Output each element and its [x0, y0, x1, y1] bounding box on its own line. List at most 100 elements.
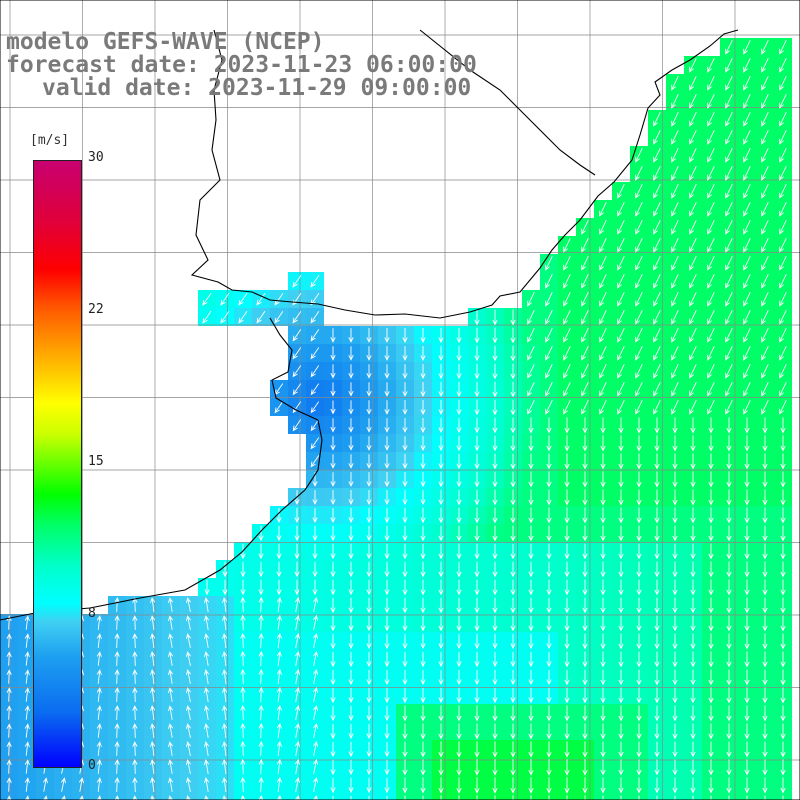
wind-arrow	[600, 525, 606, 542]
wind-arrow	[384, 400, 390, 415]
wind-arrow	[258, 740, 264, 757]
wind-arrow	[599, 400, 607, 415]
wind-arrow	[258, 704, 264, 721]
wind-arrow	[132, 795, 138, 800]
wind-arrow	[456, 345, 462, 362]
wind-arrow	[674, 795, 676, 800]
wind-arrow	[492, 741, 498, 758]
wind-arrow	[456, 669, 462, 686]
wind-arrow	[582, 777, 588, 794]
wind-arrow	[150, 615, 156, 630]
wind-arrow	[635, 202, 643, 217]
wind-arrow	[456, 777, 462, 794]
wind-arrow	[310, 383, 320, 396]
wind-arrow	[510, 543, 516, 560]
wind-arrow	[653, 220, 661, 235]
wind-arrow	[671, 364, 679, 379]
wind-arrow	[690, 435, 696, 452]
wind-arrow	[744, 741, 750, 758]
wind-arrow	[258, 543, 264, 560]
wind-arrow	[510, 399, 516, 416]
wind-arrow	[313, 632, 319, 649]
wind-arrow	[600, 615, 606, 632]
wind-arrow	[132, 759, 138, 774]
wind-arrow	[6, 669, 12, 684]
wind-arrow	[313, 668, 319, 685]
wind-arrow	[348, 346, 354, 361]
wind-arrow	[618, 507, 624, 524]
wind-arrow	[384, 543, 390, 560]
wind-arrow	[240, 704, 246, 721]
wind-arrow	[528, 579, 534, 596]
wind-arrow	[762, 489, 768, 506]
wind-arrow	[725, 346, 733, 361]
wind-arrow	[313, 686, 319, 703]
wind-arrow	[582, 669, 588, 686]
wind-arrow	[653, 292, 661, 307]
wind-arrow	[779, 148, 787, 163]
wind-arrow	[672, 777, 678, 794]
wind-arrow	[546, 435, 552, 452]
wind-arrow	[545, 310, 553, 325]
wind-arrow	[581, 382, 589, 397]
wind-arrow	[185, 741, 191, 756]
wind-arrow	[240, 776, 246, 793]
wind-arrow	[780, 489, 786, 506]
wind-arrow	[671, 274, 679, 289]
wind-arrow	[600, 705, 606, 722]
wind-cell	[162, 794, 180, 800]
wind-arrow	[258, 561, 264, 578]
wind-arrow	[438, 633, 444, 650]
wind-arrow	[348, 615, 354, 632]
wind-arrow	[474, 669, 480, 686]
wind-arrow	[546, 561, 552, 578]
wind-arrow	[313, 794, 318, 800]
wind-arrow	[780, 777, 786, 794]
wind-arrow	[744, 453, 750, 470]
wind-arrow	[114, 687, 120, 702]
wind-arrow	[312, 561, 318, 578]
wind-arrow	[545, 256, 553, 271]
wind-arrow	[546, 633, 552, 650]
wind-arrow	[294, 614, 301, 631]
wind-arrow	[654, 507, 660, 524]
wind-arrow	[348, 364, 354, 379]
wind-arrow	[456, 687, 462, 704]
wind-arrow	[546, 597, 552, 614]
wind-arrow	[617, 202, 625, 217]
wind-arrow	[203, 651, 210, 666]
wind-arrow	[528, 561, 534, 578]
wind-arrow	[671, 184, 679, 199]
wind-arrow	[510, 741, 516, 758]
wind-arrow	[438, 777, 444, 794]
wind-arrow	[690, 615, 696, 632]
wind-arrow	[114, 759, 120, 774]
wind-arrow	[672, 453, 678, 470]
wind-arrow	[761, 184, 769, 199]
wind-arrow	[636, 417, 642, 434]
wind-arrow	[618, 543, 624, 560]
wind-arrow	[761, 94, 769, 109]
wind-arrow	[546, 579, 552, 596]
wind-arrow	[636, 777, 642, 794]
wind-arrow	[420, 364, 426, 380]
wind-arrow	[764, 795, 766, 800]
wind-arrow	[690, 489, 696, 506]
wind-arrow	[167, 615, 174, 630]
wind-arrow	[402, 597, 408, 614]
wind-arrow	[294, 758, 301, 775]
wind-arrow	[185, 759, 191, 774]
wind-arrow	[510, 561, 516, 578]
wind-arrow	[779, 94, 787, 109]
wind-arrow	[294, 668, 301, 685]
wind-arrow	[292, 329, 302, 342]
wind-arrow	[366, 382, 372, 397]
wind-arrow	[654, 705, 660, 722]
wind-arrow	[581, 400, 589, 415]
wind-arrow	[689, 202, 697, 217]
wind-arrow	[689, 328, 697, 343]
colorbar-tick-30: 30	[88, 150, 104, 165]
wind-arrow	[330, 723, 336, 740]
wind-cell	[36, 794, 54, 800]
wind-arrow	[780, 669, 786, 686]
